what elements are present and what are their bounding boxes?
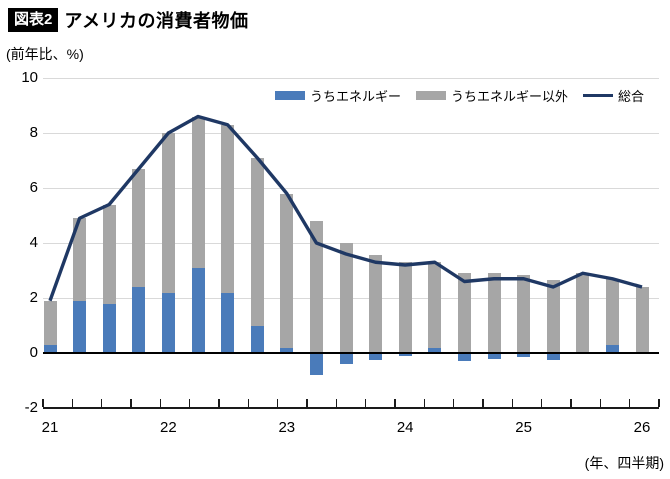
x-axis-tick — [658, 399, 660, 407]
bar-non-energy — [309, 221, 323, 353]
bar-non-energy — [161, 133, 175, 293]
bar-non-energy — [546, 280, 560, 353]
x-axis-tick — [570, 399, 572, 407]
bar-energy — [517, 353, 531, 358]
chart-legend: うちエネルギー うちエネルギー以外 総合 — [274, 86, 644, 105]
x-axis-tick — [247, 399, 249, 407]
y-axis-tick-label: -2 — [24, 399, 38, 416]
bar-non-energy — [635, 287, 649, 353]
legend-bar-swatch — [415, 91, 446, 100]
bar-non-energy — [250, 157, 264, 326]
figure-title: アメリカの消費者物価 — [64, 11, 249, 31]
x-axis-tick — [100, 399, 103, 407]
x-axis-tick — [511, 399, 513, 407]
bar-non-energy — [280, 193, 294, 348]
bar-energy — [546, 353, 560, 360]
legend-label: うちエネルギー以外 — [450, 89, 568, 104]
x-axis-year-label: 22 — [160, 419, 177, 436]
bar-non-energy — [457, 273, 471, 353]
y-axis-tick-label: 8 — [29, 124, 38, 141]
bar-energy — [280, 347, 294, 353]
total-line — [48, 114, 643, 302]
x-axis-line — [43, 407, 659, 409]
bar-energy — [369, 353, 383, 360]
bar-energy — [428, 347, 442, 353]
bar-non-energy — [576, 273, 590, 353]
bar-energy — [73, 300, 87, 353]
y-axis-tick-label: 0 — [29, 344, 38, 361]
bar-energy — [250, 325, 264, 353]
bar-non-energy — [369, 255, 383, 353]
legend-line-swatch — [582, 93, 613, 98]
bar-non-energy — [517, 274, 531, 353]
bar-energy — [487, 353, 501, 359]
bar-energy — [605, 344, 619, 353]
bar-non-energy — [132, 168, 146, 287]
x-axis-tick — [130, 399, 132, 407]
x-axis-tick — [306, 399, 308, 407]
x-axis-tick — [276, 399, 279, 407]
bar-non-energy — [43, 300, 57, 345]
y-axis-tick-label: 4 — [29, 234, 38, 251]
x-axis-tick — [423, 399, 425, 407]
x-axis-tick — [159, 399, 161, 407]
bar-non-energy — [487, 273, 501, 353]
x-axis-tick — [482, 399, 484, 407]
bar-energy — [161, 292, 175, 353]
x-axis-tick — [628, 399, 631, 407]
x-axis-tick — [188, 399, 191, 407]
bar-energy — [221, 292, 235, 353]
gridline — [43, 187, 659, 189]
x-axis-tick — [540, 399, 543, 407]
bar-non-energy — [221, 124, 235, 293]
y-axis-tick-label: 6 — [29, 179, 38, 196]
x-axis-tick — [364, 399, 367, 407]
bar-energy — [102, 303, 116, 353]
bar-energy — [132, 287, 146, 353]
y-axis-unit-label: (前年比、%) — [6, 46, 84, 62]
legend-label: うちエネルギー — [309, 89, 401, 104]
x-axis-tick — [452, 399, 455, 407]
bar-non-energy — [191, 116, 205, 268]
bar-non-energy — [102, 204, 116, 304]
x-axis-tick — [218, 399, 220, 407]
legend-item: うちエネルギー — [274, 86, 401, 105]
bar-energy — [398, 353, 412, 356]
bar-energy — [309, 353, 323, 375]
x-axis-year-label: 23 — [278, 419, 296, 436]
legend-label: 総合 — [617, 89, 644, 104]
bar-non-energy — [398, 262, 412, 353]
bar-non-energy — [73, 218, 87, 301]
figure-header: 図表2 アメリカの消費者物価 — [8, 7, 248, 33]
bar-energy — [457, 353, 471, 362]
legend-item: うちエネルギー以外 — [415, 86, 568, 105]
x-axis-tick — [42, 399, 44, 407]
y-axis-tick-label: 2 — [29, 289, 38, 306]
legend-item: 総合 — [582, 86, 644, 105]
bar-energy — [339, 353, 353, 364]
gridline — [43, 77, 659, 79]
bar-non-energy — [428, 262, 442, 348]
x-axis-tick — [394, 399, 396, 407]
bar-energy — [43, 344, 57, 353]
legend-bar-swatch — [274, 91, 305, 100]
x-axis-year-label: 21 — [41, 419, 59, 436]
bar-non-energy — [339, 243, 353, 353]
x-axis-tick — [335, 399, 337, 407]
x-axis-year-label: 24 — [396, 419, 414, 436]
x-axis-year-label: 26 — [633, 419, 651, 436]
bar-non-energy — [605, 278, 619, 345]
x-axis-note: (年、四半期) — [584, 455, 664, 471]
y-axis-tick-label: 10 — [21, 69, 38, 86]
zero-line — [43, 352, 659, 354]
gridline — [43, 132, 659, 134]
plot-area — [43, 77, 659, 408]
x-axis-tick — [71, 399, 74, 407]
bar-energy — [191, 267, 205, 353]
x-axis-tick — [599, 399, 601, 407]
x-axis-year-label: 25 — [515, 419, 532, 436]
figure-number-badge: 図表2 — [8, 8, 59, 32]
